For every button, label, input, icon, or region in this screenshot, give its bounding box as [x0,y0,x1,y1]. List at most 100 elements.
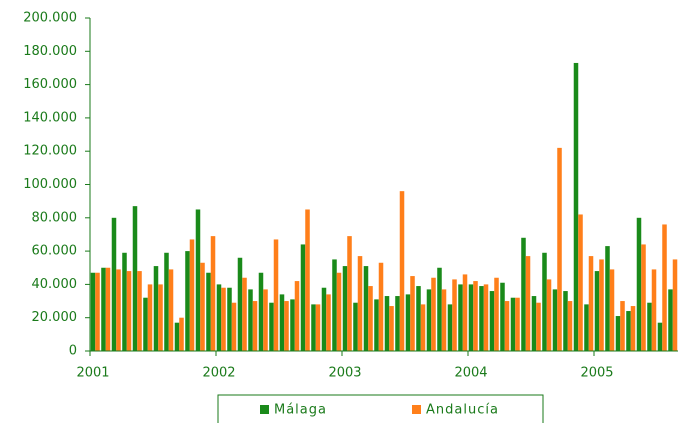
y-tick-label: 20.000 [32,310,78,325]
bar [479,286,484,351]
bar [305,209,310,351]
x-tick-label: 2001 [76,366,109,381]
bar [567,301,573,351]
y-tick-label: 40.000 [32,277,78,292]
legend-label: Málaga [274,403,327,418]
bar [279,294,285,351]
bar [483,284,489,351]
bar [153,266,159,351]
bar [384,296,390,351]
bar [210,236,216,351]
bar [410,276,415,351]
bar [578,214,583,351]
bar [147,284,153,351]
y-tick-label: 140.000 [23,110,77,125]
bar [651,269,657,351]
bar [164,252,169,351]
bar [105,267,111,351]
bar [504,301,510,351]
bar [294,281,300,351]
bar [336,272,342,351]
bar [426,289,432,351]
bar [195,209,201,351]
bar [101,267,106,351]
bar [647,302,652,351]
bar [378,262,384,351]
legend-box [217,394,544,423]
bar [605,246,610,351]
bar [468,284,474,351]
bar [462,274,468,351]
bar [368,286,373,351]
bar [668,289,673,351]
bar [221,287,226,351]
bar [536,302,541,351]
bar [315,304,321,351]
bar [542,252,547,351]
bar [573,62,579,352]
bar [452,279,457,351]
bar [636,217,642,351]
bar [347,236,352,351]
bar [389,306,394,351]
bar [332,259,337,351]
bar [158,284,163,351]
bar [311,304,316,351]
bar [179,317,184,351]
bar [326,294,331,351]
y-tick-label: 80.000 [32,210,78,225]
bar [599,259,604,351]
x-tick-label: 2005 [580,366,613,381]
bar [500,282,505,351]
y-tick-label: 200.000 [23,11,77,26]
bar [231,302,237,351]
bar [269,302,274,351]
bar [216,284,222,351]
bar [248,289,253,351]
bar [626,311,631,351]
bar [563,291,568,351]
bar [594,271,600,351]
bar [137,271,142,351]
bar [609,269,615,351]
bar [399,191,405,351]
bar [620,301,625,351]
bar [132,206,138,351]
bar [189,239,195,351]
bar [615,316,621,351]
y-tick-label: 160.000 [23,77,77,92]
bar [116,269,121,351]
x-tick-label: 2002 [202,366,235,381]
bar [447,304,453,351]
bar [521,237,526,351]
bar [363,266,369,351]
bar [185,251,190,351]
bar [143,297,148,351]
legend-label: Andalucía [426,403,499,418]
y-tick-label: 120.000 [23,144,77,159]
bar [531,296,537,351]
x-tick-label: 2004 [454,366,487,381]
bar [546,279,552,351]
bar [206,272,211,351]
bar [374,299,379,351]
bar [420,304,426,351]
bar [672,259,678,351]
bar [489,291,495,351]
y-tick-label: 100.000 [23,177,77,192]
bar [95,272,100,351]
bar [126,271,132,351]
bar [252,301,258,351]
bar [284,301,289,351]
bar [357,256,363,351]
bar [263,289,268,351]
y-tick-label: 60.000 [32,244,78,259]
legend-swatch [412,405,421,414]
bar [273,239,279,351]
bar [168,269,174,351]
bar [342,266,348,351]
bar [290,299,295,351]
bar [227,287,232,351]
bar [90,272,96,351]
